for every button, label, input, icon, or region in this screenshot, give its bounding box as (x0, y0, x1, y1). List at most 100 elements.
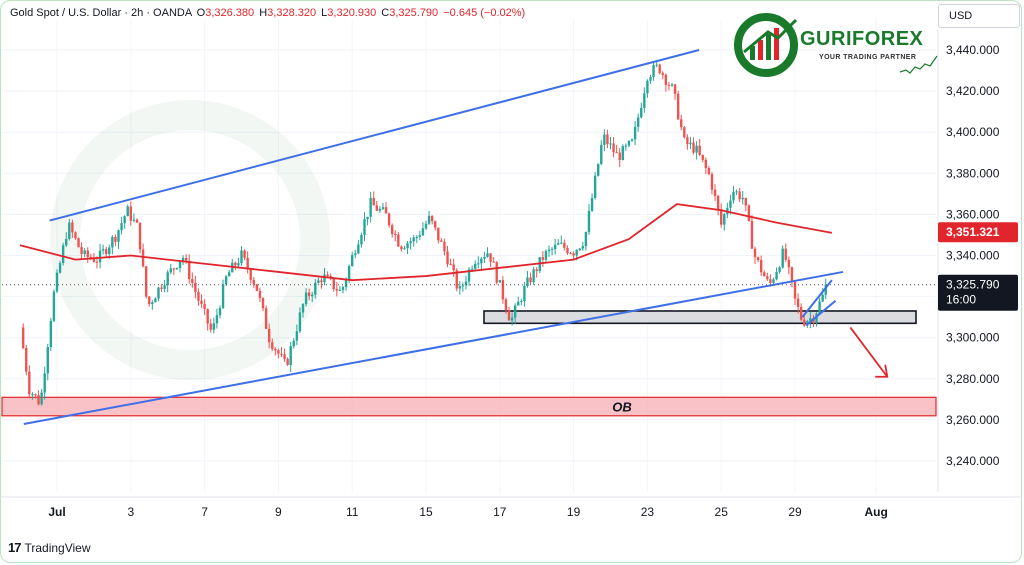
candle-body (366, 216, 369, 220)
candle-body (664, 74, 668, 85)
candle-body (369, 198, 372, 217)
time-tick-label: 17 (493, 505, 507, 519)
candle-body (71, 222, 74, 233)
candle-body (793, 281, 797, 299)
candle-body (418, 235, 422, 237)
candle-body (252, 279, 255, 285)
symbol-title[interactable]: Gold Spot / U.S. Dollar · 2h · OANDA (10, 7, 192, 19)
candle-body (249, 269, 252, 280)
candle-body (640, 107, 643, 118)
candle-body (117, 230, 120, 242)
candle-body (347, 266, 351, 280)
candle-body (384, 207, 388, 214)
candle-body (821, 294, 824, 302)
candle-body (467, 269, 471, 282)
logo-name: GURIFOREX (800, 28, 924, 50)
candle-body (83, 250, 86, 255)
logo-tagline: YOUR TRADING PARTNER (819, 54, 917, 61)
candle-body (311, 294, 314, 297)
candle-body (769, 279, 772, 283)
candle-body (535, 269, 538, 271)
candle-body (649, 77, 652, 81)
candle-body (812, 318, 815, 324)
candle-body (55, 272, 59, 292)
candle-body (713, 189, 717, 196)
candle-body (735, 191, 738, 193)
candle-body (243, 250, 246, 258)
candle-body (43, 373, 46, 393)
candle-body (332, 278, 335, 290)
watermark (50, 100, 330, 380)
candle-body (28, 371, 31, 395)
tradingview-footer[interactable]: 17 TradingView (8, 540, 91, 555)
candle-body (655, 64, 658, 66)
candle-body (815, 313, 818, 324)
close-label: C (381, 7, 390, 19)
candle-body (314, 282, 317, 295)
tradingview-logo-icon: 17 (8, 540, 22, 555)
candle-body (304, 292, 308, 305)
time-tick-label: 25 (715, 505, 729, 519)
candle-body (756, 257, 760, 261)
candle-body (37, 395, 40, 405)
price-tick-label: 3,420.000 (946, 84, 1000, 98)
candle-body (569, 253, 572, 255)
candle-body (261, 298, 265, 309)
candle-body (21, 327, 25, 349)
candle-body (787, 259, 791, 268)
candle-body (292, 340, 295, 347)
candle-body (449, 264, 452, 266)
low-value: 3,320.930 (327, 7, 377, 19)
candle-body (492, 261, 495, 263)
candle-body (553, 244, 557, 250)
candle-body (541, 257, 545, 260)
candle-body (796, 298, 800, 308)
candle-body (615, 152, 618, 154)
guriforex-logo (734, 13, 938, 77)
candle-body (354, 253, 357, 256)
time-tick-label: 11 (346, 505, 359, 519)
time-tick-label: Aug (865, 505, 888, 519)
candle-body (646, 80, 649, 94)
price-tick-label: 3,380.000 (946, 166, 1000, 180)
candle-body (58, 263, 62, 273)
candle-body (489, 253, 492, 262)
candle-body (686, 137, 689, 145)
candle-body (495, 262, 498, 283)
candle-body (415, 236, 418, 238)
candle-body (430, 215, 434, 222)
candle-body (544, 251, 548, 260)
moving-average-line (19, 203, 833, 282)
candle-body (98, 250, 102, 263)
candle-body (317, 280, 320, 283)
candle-body (323, 274, 326, 283)
candle-body (280, 353, 283, 355)
candle-body (95, 261, 99, 263)
candle-body (215, 315, 219, 324)
candle-body (701, 154, 704, 160)
candle-body (578, 248, 581, 250)
candle-body (557, 243, 560, 245)
candle-body (707, 168, 711, 175)
candle-body (92, 258, 96, 262)
candle-body (135, 219, 139, 223)
candle-body (636, 117, 640, 127)
ma-value-label: 3,351.321 (946, 225, 1000, 239)
candle-body (624, 145, 628, 147)
candle-body (123, 216, 126, 224)
candle-body (209, 323, 212, 330)
candle-body (504, 299, 508, 311)
candle-body (52, 291, 56, 321)
candle-body (344, 279, 348, 288)
candle-body (778, 267, 781, 272)
candle-body (732, 191, 735, 201)
candle-body (486, 253, 489, 257)
candle-body (744, 197, 747, 206)
logo-arrow-icon (743, 18, 798, 54)
candle-body (532, 269, 535, 283)
candle-body (507, 310, 511, 321)
time-tick-label: 15 (419, 505, 433, 519)
candle-body (387, 213, 391, 226)
currency-selector[interactable]: USD (938, 4, 1020, 28)
